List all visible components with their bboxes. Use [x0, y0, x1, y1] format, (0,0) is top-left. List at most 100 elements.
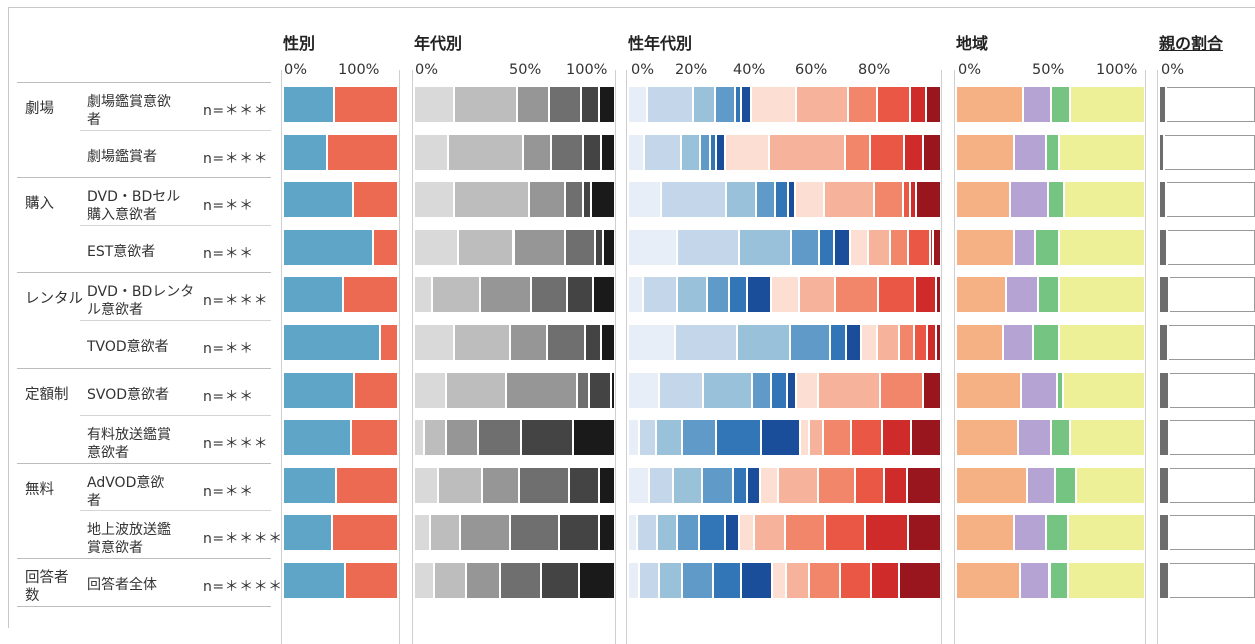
age-bar-segment [600, 468, 614, 503]
gender_age-bar-segment [924, 373, 940, 408]
region-bar-segment [1049, 182, 1066, 217]
parent-bar-segment [1170, 468, 1255, 503]
panel-0-left-gridline [281, 70, 282, 644]
region-bar-segment [1019, 420, 1053, 455]
age-bar-segment [507, 373, 579, 408]
parent-bar-segment [1160, 277, 1170, 312]
age-bar-segment [415, 373, 447, 408]
row-label: EST意欲者 [87, 243, 155, 261]
table-bottom-separator [17, 606, 271, 607]
row-label: SVOD意欲者 [87, 386, 169, 404]
age-bar-segment [584, 135, 602, 170]
gender_age-bar-segment [881, 373, 925, 408]
age-bar-segment [568, 277, 594, 312]
tick-label: 40% [733, 62, 765, 78]
group-separator [17, 558, 271, 559]
age-bar-segment [415, 230, 459, 265]
age-bar-segment [425, 420, 447, 455]
gender_age-bar-segment [909, 515, 940, 550]
row-label: 劇場鑑賞意欲者 [87, 93, 171, 129]
sample-size-label: n=＊＊＊＊ [203, 528, 283, 548]
gender_age-bar-segment [738, 325, 791, 360]
group-label-line: 定額制 [25, 386, 69, 404]
age-bar-segment [459, 230, 515, 265]
gender-bar-segment [374, 230, 397, 265]
gender_age-bar-segment [740, 515, 754, 550]
parent-bar-segment [1169, 325, 1255, 360]
gender_age-bar-segment [748, 468, 761, 503]
region-bar-segment [1024, 87, 1052, 122]
row-label-line: 賞意欲者 [87, 539, 171, 557]
region-bar-segment [1056, 468, 1077, 503]
age-bar-segment [455, 325, 511, 360]
age-bar-segment [590, 373, 612, 408]
gender_age-bar-segment [717, 420, 762, 455]
region-bar-segment [1039, 277, 1060, 312]
region-bar-segment [1011, 182, 1048, 217]
gender_age-bar-segment [648, 87, 693, 122]
age-bar-segment [415, 563, 435, 598]
gender_age-bar-segment [796, 182, 825, 217]
group-separator [17, 272, 271, 273]
gender-bar-segment [284, 230, 374, 265]
tick-label: 80% [858, 62, 890, 78]
tick-label: 100% [338, 62, 379, 78]
age-bar-segment [415, 515, 431, 550]
gender-bar-segment [355, 373, 397, 408]
gender_age-bar-segment [869, 230, 891, 265]
row-label-line: 有料放送鑑賞 [87, 426, 171, 444]
panel-1-left-gridline [412, 70, 413, 644]
parent-bar-segment [1165, 135, 1255, 170]
age-bar-segment [550, 87, 582, 122]
gender_age-bar-segment [676, 325, 738, 360]
region-bar-segment [957, 325, 1004, 360]
gender_age-bar-segment [762, 420, 802, 455]
gender_age-bar-segment [629, 468, 650, 503]
row-label-line: TVOD意欲者 [87, 338, 169, 356]
sample-size-label: n=＊＊＊ [203, 433, 268, 453]
age-bar-segment [596, 230, 604, 265]
gender_age-bar-segment [779, 468, 819, 503]
gender_age-bar-segment [825, 182, 874, 217]
gender_age-bar-segment [701, 135, 710, 170]
sample-size-label: n=＊＊ [203, 243, 254, 263]
gender_age-bar-segment [916, 277, 937, 312]
group-label: 購入 [25, 195, 54, 213]
row-label-line: EST意欲者 [87, 243, 155, 261]
row-label: 回答者全体 [87, 576, 157, 594]
gender_age-bar-segment [937, 325, 940, 360]
age-bar-segment [574, 420, 614, 455]
group-label: 無料 [25, 481, 54, 499]
region-bar-segment [1052, 87, 1071, 122]
panel-title-gender_age: 性年代別 [628, 30, 692, 54]
gender-bar-segment [335, 87, 397, 122]
region-bar-segment [1060, 277, 1144, 312]
gender_age-bar-segment [792, 230, 820, 265]
region-bar-segment [1077, 468, 1144, 503]
row-label-line: AdVOD意欲 [87, 474, 164, 492]
gender-bar-segment [284, 182, 354, 217]
region-bar-segment [1071, 87, 1144, 122]
gender-bar-segment [337, 468, 397, 503]
age-bar-segment [415, 135, 449, 170]
row-separator [80, 320, 271, 321]
gender_age-bar-segment [841, 563, 872, 598]
gender-bar-segment [284, 515, 333, 550]
gender_age-bar-segment [629, 373, 660, 408]
tick-label: 100% [1096, 62, 1137, 78]
row-separator [80, 130, 271, 131]
gender_age-bar-segment [638, 515, 658, 550]
region-bar-segment [957, 87, 1024, 122]
gender-bar-segment [284, 135, 328, 170]
region-bar-segment [1022, 373, 1058, 408]
gender_age-bar-segment [908, 468, 940, 503]
group-label: 劇場 [25, 100, 54, 118]
gender_age-bar-segment [810, 563, 841, 598]
region-bar-segment [1015, 230, 1036, 265]
gender_age-bar-segment [797, 373, 819, 408]
gender-bar-segment [284, 468, 337, 503]
gender_age-bar-segment [629, 87, 648, 122]
panel-title-gender: 性別 [283, 30, 315, 54]
gender_age-bar-segment [800, 277, 837, 312]
age-bar-segment [582, 87, 600, 122]
